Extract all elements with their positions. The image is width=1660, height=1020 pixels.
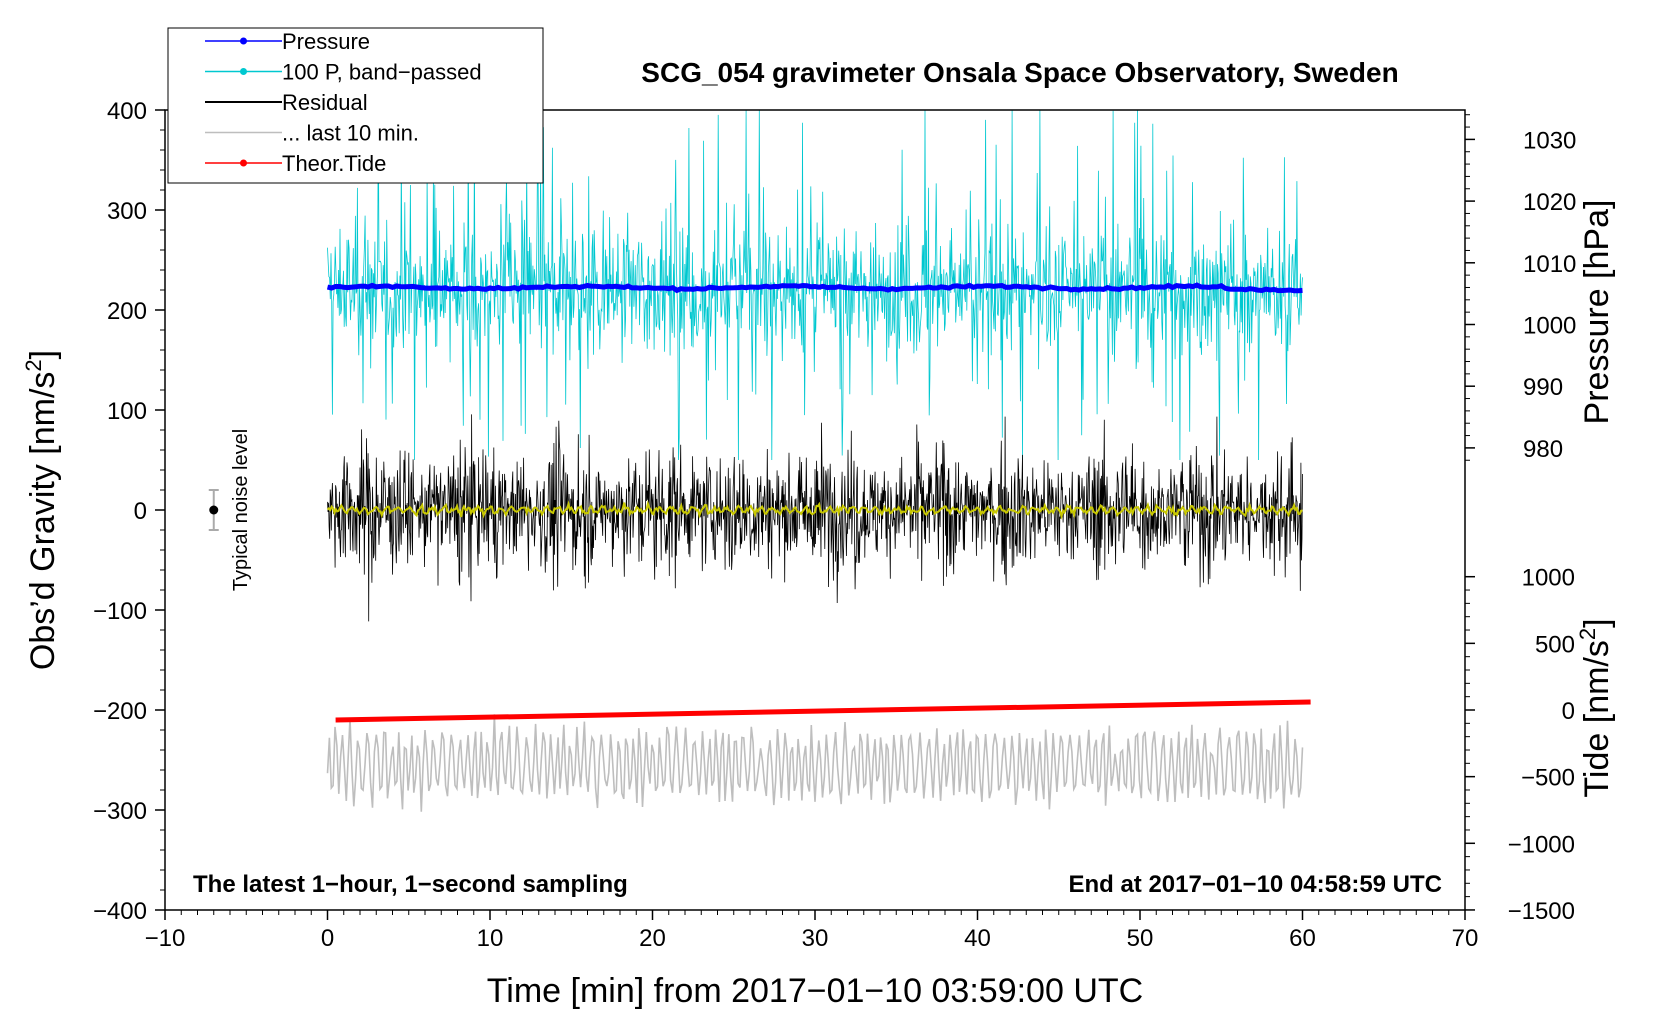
pressure-tick-label: 1010 — [1523, 251, 1576, 278]
legend-label: 100 P, band−passed — [282, 60, 482, 85]
chart-title: SCG_054 gravimeter Onsala Space Observat… — [641, 57, 1398, 88]
x-tick-label: 0 — [321, 925, 334, 952]
y-left-tick-label: 200 — [107, 298, 147, 325]
pressure-tick-label: 990 — [1523, 374, 1563, 401]
axes-layer: −10 0 10 20 30 40 50 60 704003002001000−100−200−… — [93, 98, 1576, 952]
annotation-sampling: The latest 1−hour, 1−second sampling — [193, 871, 628, 898]
y-left-axis-title-sup: 2 — [21, 359, 46, 371]
x-axis-title: Time [min] from 2017−01−10 03:59:00 UTC — [487, 972, 1143, 1010]
x-tick-label: 20 — [639, 925, 666, 952]
legend-marker — [240, 159, 247, 167]
tide-tick-label: −1000 — [1508, 831, 1575, 858]
series-layer — [208, 109, 1311, 812]
x-tick-label: 50 — [1127, 925, 1154, 952]
noise-level-label: Typical noise level — [230, 429, 252, 591]
pressure-tick-label: 1000 — [1523, 313, 1576, 340]
y-left-tick-label: 300 — [107, 198, 147, 225]
pressure-axis-title: Pressure [hPa] — [1578, 200, 1616, 425]
y-left-tick-label: 100 — [107, 398, 147, 425]
y-left-axis-title: Obs’d Gravity [nm/s2] — [21, 350, 62, 670]
series-last-10-min — [326, 714, 1304, 812]
pressure-tick-label: 1020 — [1523, 189, 1576, 216]
pressure-tick-label: 980 — [1523, 436, 1563, 463]
tide-tick-label: 0 — [1562, 698, 1575, 725]
y-left-tick-label: −400 — [93, 898, 147, 925]
legend-label: Theor.Tide — [282, 151, 386, 176]
legend-label: Residual — [282, 90, 368, 115]
tide-tick-label: 500 — [1535, 631, 1575, 658]
legend-label: Pressure — [282, 29, 370, 54]
series-smoothed-residual — [326, 500, 1303, 520]
legend-marker — [240, 68, 247, 75]
tide-tick-label: −1500 — [1508, 898, 1575, 925]
x-tick-label: 60 — [1289, 925, 1316, 952]
tide-tick-label: −500 — [1521, 765, 1575, 792]
noise-marker-dot — [209, 505, 219, 515]
x-tick-label: 10 — [477, 925, 504, 952]
y-left-tick-label: 400 — [107, 98, 147, 125]
x-tick-label: 40 — [964, 925, 991, 952]
tide-tick-label: 1000 — [1522, 565, 1575, 592]
legend-marker — [240, 37, 247, 45]
x-tick-label: 70 — [1452, 925, 1479, 952]
series-pressure — [326, 282, 1303, 294]
annotation-end-time: End at 2017−01−10 04:58:59 UTC — [1068, 871, 1442, 898]
y-left-tick-label: −300 — [93, 798, 147, 825]
x-tick-label: 30 — [802, 925, 829, 952]
tide-axis-title: Tide [nm/s2] — [1575, 618, 1616, 797]
y-left-tick-label: −200 — [93, 698, 147, 725]
x-tick-label: −10 — [145, 925, 186, 952]
legend-items: Pressure 100 P, band−passed Residual ... la… — [205, 29, 482, 176]
legend: Pressure 100 P, band−passed Residual ... la… — [167, 27, 544, 184]
series-residual — [327, 414, 1303, 622]
series-theoretical-tide — [335, 699, 1311, 723]
legend-label: ... last 10 min. — [282, 121, 419, 146]
tide-axis-title-sup: 2 — [1575, 628, 1600, 640]
y-left-tick-label: −100 — [93, 598, 147, 625]
y-left-tick-label: 0 — [134, 498, 147, 525]
pressure-tick-label: 1030 — [1523, 127, 1576, 154]
series-band-passed-pressure — [327, 109, 1303, 461]
legend-box — [167, 27, 544, 184]
